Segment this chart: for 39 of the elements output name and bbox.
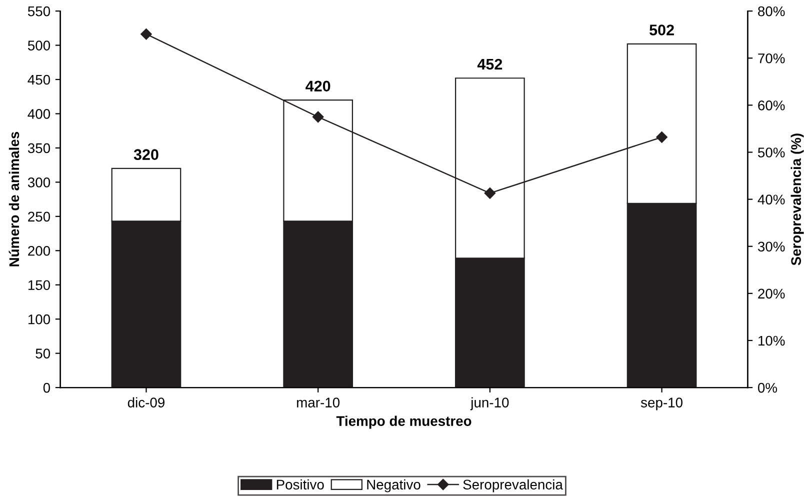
y-tick-label: 300 <box>28 178 50 188</box>
y2-tick-label: 0% <box>758 382 778 393</box>
y-tick-label: 350 <box>28 143 50 154</box>
y-tick-label: 100 <box>28 314 50 324</box>
y2-tick-label: 20% <box>758 288 785 299</box>
point <box>140 28 152 40</box>
point <box>656 132 668 143</box>
y2-axis-title: Seroprevalencia (%) <box>790 134 804 266</box>
y2-tick-label: 70% <box>758 53 785 64</box>
y-tick-label: 50 <box>36 348 50 358</box>
x-axis-title: Tiempo de muestreo <box>336 416 472 429</box>
x-tick-label: mar-10 <box>297 398 340 408</box>
point <box>484 188 496 199</box>
y2-tick-label: 60% <box>758 100 785 110</box>
x-tick-label: sep-10 <box>640 398 682 410</box>
point <box>312 111 324 123</box>
y-tick-label: 0 <box>43 382 50 393</box>
y2-tick-label: 10% <box>758 336 785 346</box>
y-tick-label: 550 <box>28 6 50 16</box>
y-tick-label: 450 <box>28 74 50 85</box>
total-label: 420 <box>306 80 330 92</box>
y-tick-label: 200 <box>28 246 50 256</box>
y-axis-title: Número de animales <box>8 132 20 266</box>
y-tick-label: 400 <box>28 109 50 119</box>
total-label: 452 <box>477 58 502 70</box>
x-tick-label: dic-09 <box>128 397 164 408</box>
y-tick-label: 500 <box>28 40 50 50</box>
legend-label: Negativo <box>367 479 420 492</box>
y2-tick-label: 30% <box>758 242 785 252</box>
y2-tick-label: 80% <box>758 6 785 16</box>
y2-tick-label: 50% <box>758 148 785 158</box>
legend-label: Seroprevalencia <box>463 479 563 492</box>
total-label: 502 <box>650 24 674 36</box>
legend-label: Positivo <box>276 479 324 490</box>
y-tick-label: 250 <box>28 212 50 222</box>
x-tick-label: jun-10 <box>470 397 509 410</box>
total-label: 320 <box>134 149 158 160</box>
y-tick-label: 150 <box>28 280 50 290</box>
y2-tick-label: 40% <box>758 194 785 204</box>
